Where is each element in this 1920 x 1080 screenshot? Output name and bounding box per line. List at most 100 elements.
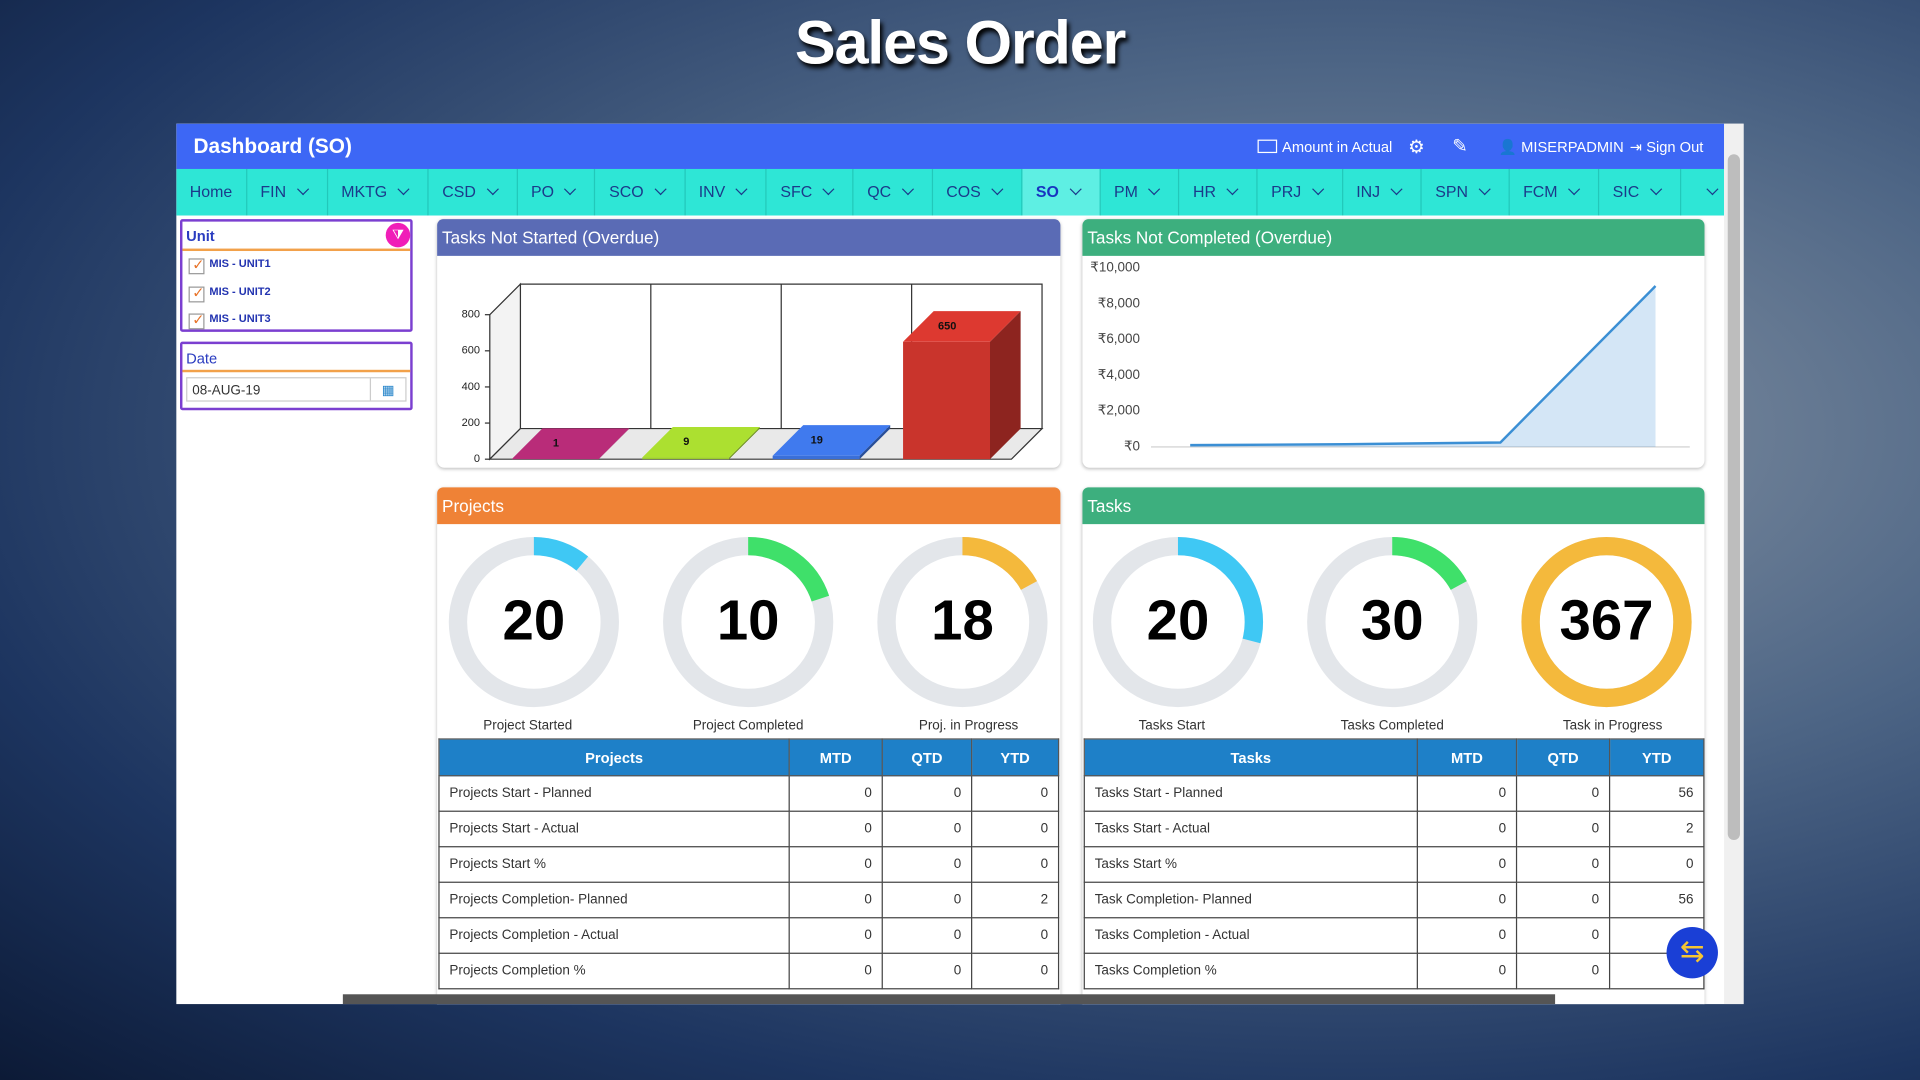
column-header: YTD bbox=[1608, 738, 1705, 777]
date-label: Date bbox=[186, 350, 218, 368]
row-label: Tasks Start % bbox=[1083, 846, 1418, 883]
caret bbox=[1069, 183, 1082, 196]
page-title: Sales Order bbox=[794, 8, 1126, 78]
panel-title: Projects bbox=[437, 487, 1061, 525]
table-row: Tasks Start - Planned 0 0 56 bbox=[1083, 775, 1705, 812]
nav-item[interactable]: PO bbox=[518, 168, 596, 216]
cell-value: 0 bbox=[1416, 775, 1518, 812]
column-header: QTD bbox=[881, 738, 973, 777]
cell-value: 0 bbox=[1515, 846, 1611, 883]
caret bbox=[1311, 183, 1324, 196]
calendar-icon[interactable]: ▦ bbox=[369, 378, 406, 401]
caret bbox=[1706, 183, 1719, 196]
caret bbox=[564, 183, 577, 196]
row-label: Projects Start - Actual bbox=[438, 810, 790, 848]
caret bbox=[991, 183, 1004, 196]
unit-option: MIS - UNIT3 bbox=[209, 312, 271, 325]
table-row: Tasks Start % 0 0 0 bbox=[1083, 846, 1705, 883]
nav-item[interactable]: MKTG bbox=[328, 168, 429, 216]
caret bbox=[296, 183, 309, 196]
table-row: Projects Completion- Planned 0 0 2 bbox=[438, 881, 1060, 919]
cell-value: 0 bbox=[1416, 810, 1518, 848]
nav-label: FCM bbox=[1523, 182, 1558, 201]
user-menu[interactable]: 👤 MISERPADMIN bbox=[1498, 138, 1624, 156]
chart-panel: Tasks Not Completed (Overdue) bbox=[1082, 219, 1705, 468]
nav-item[interactable]: SPN bbox=[1422, 168, 1510, 216]
data-table: Projects MTD QTD YTD Projects Start - Planne… bbox=[438, 738, 1060, 990]
nav-item[interactable]: CSD bbox=[429, 168, 518, 216]
nav-label: INV bbox=[698, 182, 726, 201]
chart-panel: Tasks Not Started (Overdue) bbox=[437, 219, 1061, 468]
nav-item[interactable]: COS bbox=[933, 168, 1023, 216]
nav-item[interactable]: INV bbox=[685, 168, 767, 216]
nav-label: SCO bbox=[609, 182, 644, 201]
date-input[interactable]: 08-AUG-19 ▦ bbox=[186, 377, 407, 402]
nav-label: PO bbox=[531, 182, 555, 201]
nav-label: INJ bbox=[1356, 182, 1381, 201]
unit-label: Unit bbox=[186, 227, 215, 245]
nav-item[interactable]: SIC bbox=[1599, 168, 1681, 216]
amount-toggle[interactable]: Amount in Actual bbox=[1257, 138, 1392, 156]
panel-title: Tasks Not Completed (Overdue) bbox=[1082, 219, 1705, 256]
theme-icon[interactable]: ✎ bbox=[1452, 135, 1468, 157]
nav-item[interactable]: PM bbox=[1101, 168, 1180, 216]
unit-filter: Unit ⧩ ✓ MIS - UNIT1 ✓ MIS - UNIT2 ✓ MIS - UN… bbox=[180, 219, 413, 332]
cell-value: 0 bbox=[788, 881, 883, 919]
cell-value: 0 bbox=[1515, 775, 1611, 812]
scrollbar[interactable] bbox=[1724, 123, 1744, 1005]
table-row: Projects Completion - Actual 0 0 0 bbox=[438, 917, 1060, 954]
nav-item[interactable]: Home bbox=[176, 168, 247, 216]
checkbox[interactable]: ✓ bbox=[188, 256, 205, 275]
panel-title: Tasks Not Started (Overdue) bbox=[437, 219, 1061, 256]
nav-label: CSD bbox=[442, 182, 476, 201]
row-label: Tasks Start - Actual bbox=[1083, 810, 1418, 848]
nav-item[interactable]: INJ bbox=[1343, 168, 1422, 216]
user-name: MISERPADMIN bbox=[1521, 138, 1624, 156]
row-label: Projects Start % bbox=[438, 846, 790, 883]
cell-value: 0 bbox=[1416, 846, 1518, 883]
caret bbox=[1226, 183, 1239, 196]
nav-label: SIC bbox=[1612, 182, 1640, 201]
settings-icon[interactable]: ⚙ bbox=[1408, 137, 1425, 158]
cell-value: 2 bbox=[1608, 810, 1705, 848]
nav-label: PM bbox=[1113, 182, 1138, 201]
caret bbox=[1568, 183, 1581, 196]
unit-option: MIS - UNIT2 bbox=[209, 284, 271, 297]
nav-item[interactable]: HR bbox=[1180, 168, 1258, 216]
scroll-thumb[interactable] bbox=[1727, 154, 1741, 841]
cell-value: 0 bbox=[881, 846, 973, 883]
nav-label: SO bbox=[1035, 182, 1059, 201]
checkbox[interactable]: ✓ bbox=[188, 283, 205, 302]
nav-item[interactable]: FIN bbox=[247, 168, 328, 216]
caret bbox=[735, 183, 748, 196]
checkbox[interactable]: ✓ bbox=[188, 311, 205, 330]
table-row: Task Completion- Planned 0 0 56 bbox=[1083, 881, 1705, 919]
caret bbox=[822, 183, 835, 196]
nav-item[interactable]: SO bbox=[1022, 168, 1101, 216]
caret bbox=[486, 183, 499, 196]
panel-title: Tasks bbox=[1082, 487, 1705, 525]
switch-button[interactable]: ⇆ bbox=[1666, 926, 1718, 979]
table-row: Projects Start - Actual 0 0 0 bbox=[438, 810, 1060, 848]
nav-item[interactable]: SCO bbox=[596, 168, 686, 216]
nav-label: COS bbox=[946, 182, 981, 201]
cell-value: 0 bbox=[1608, 846, 1705, 883]
filter-button[interactable]: ⧩ bbox=[385, 222, 411, 248]
cell-value: 0 bbox=[881, 775, 973, 812]
sign-out[interactable]: ⇥ Sign Out bbox=[1629, 138, 1704, 156]
cell-value: 0 bbox=[971, 810, 1060, 848]
column-header: QTD bbox=[1515, 738, 1611, 777]
caret bbox=[397, 183, 410, 196]
row-label: Tasks Completion % bbox=[1083, 952, 1418, 990]
table-row: Tasks Start - Actual 0 0 2 bbox=[1083, 810, 1705, 848]
cell-value: 0 bbox=[788, 846, 883, 883]
nav-item[interactable]: PRJ bbox=[1258, 168, 1343, 216]
nav-label: FIN bbox=[260, 182, 287, 201]
caret bbox=[901, 183, 914, 196]
nav-item[interactable]: FCM bbox=[1510, 168, 1600, 216]
cell-value: 0 bbox=[881, 810, 973, 848]
nav-item[interactable]: SFC bbox=[767, 168, 854, 216]
nav-item[interactable]: QC bbox=[854, 168, 933, 216]
